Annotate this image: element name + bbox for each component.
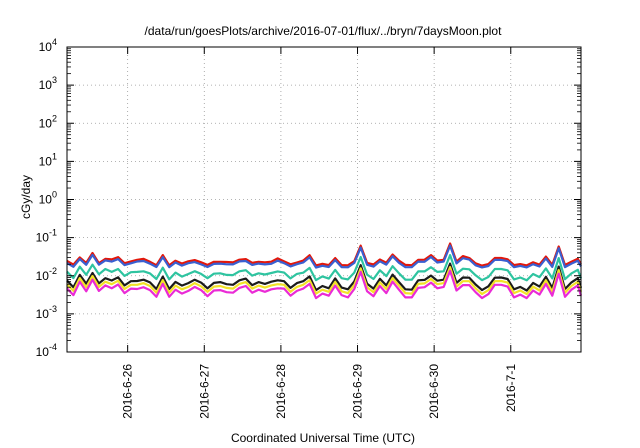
x-tick-label: 2016-6-28 [274,364,288,419]
x-tick-label: 2016-6-29 [351,364,365,419]
series-line-5 [66,266,583,296]
series-line-1 [66,242,582,267]
y-tick-label: 101 [39,151,57,168]
series-line-6 [66,269,583,300]
y-tick-label: 10-1 [36,228,57,245]
x-tick-label: 2016-6-30 [427,364,441,419]
axis-ticks: 10-4 10-3 10-2 10-1 100 101 102 103 104 2016-6-26… [36,37,581,419]
chart-title: /data/run/goesPlots/archive/2016-07-01/f… [145,24,503,38]
y-tick-label: 10-3 [36,304,57,321]
y-tick-label: 104 [39,37,57,54]
x-tick-label: 2016-6-26 [121,364,135,419]
series-line-3 [66,254,583,282]
y-tick-label: 10-2 [36,266,57,283]
grid-lines [67,47,581,352]
x-tick-label: 2016-7-1 [504,364,518,412]
y-tick-label: 102 [39,113,57,130]
series-group [66,242,583,300]
x-tick-label: 2016-6-27 [197,364,211,419]
series-line-2 [66,244,582,269]
y-axis-label: cGy/day [19,175,33,219]
y-tick-label: 103 [39,75,57,92]
series-line-4 [66,262,583,292]
y-tick-label: 10-4 [36,342,57,359]
x-axis-label: Coordinated Universal Time (UTC) [231,431,415,445]
y-tick-label: 100 [39,190,57,207]
